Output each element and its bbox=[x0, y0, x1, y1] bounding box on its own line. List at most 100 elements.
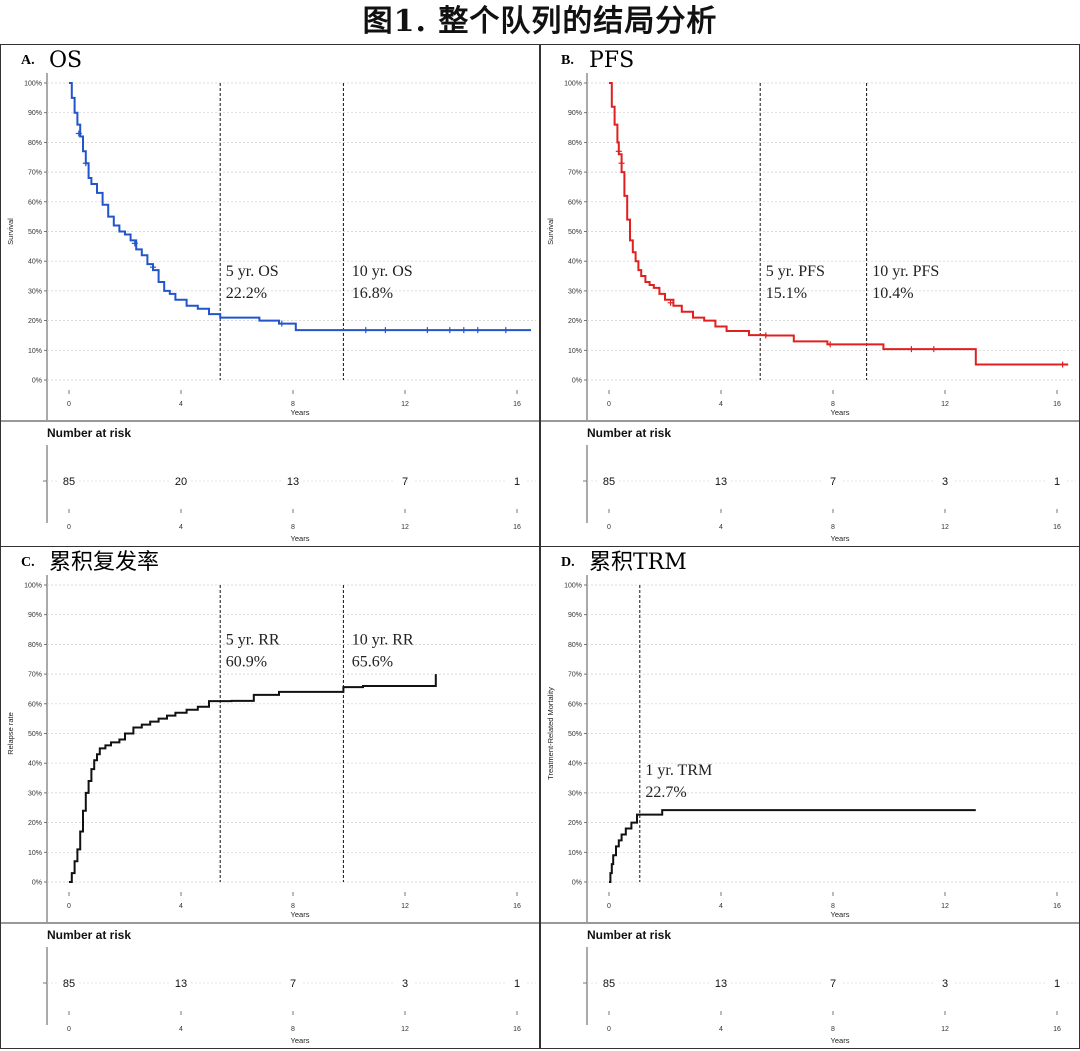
risk-count: 13 bbox=[287, 476, 299, 488]
annotation-text: 16.8% bbox=[352, 285, 393, 302]
y-tick-label: 30% bbox=[568, 790, 582, 797]
risk-label-bg bbox=[171, 974, 191, 988]
y-tick-label: 100% bbox=[564, 583, 582, 590]
annotation-text: 15.1% bbox=[766, 285, 807, 302]
risk-x-tick-label: 0 bbox=[607, 1026, 611, 1033]
x-tick-label: 0 bbox=[67, 401, 71, 408]
risk-label-bg bbox=[599, 472, 619, 486]
annotation-text: 10 yr. RR bbox=[352, 631, 414, 648]
risk-count: 85 bbox=[63, 476, 75, 488]
survival-curve-c bbox=[69, 674, 437, 883]
risk-label-bg bbox=[711, 974, 731, 988]
risk-count: 3 bbox=[402, 978, 408, 990]
risk-count: 1 bbox=[514, 476, 520, 488]
y-tick-label: 90% bbox=[568, 110, 582, 117]
annotation-text: 22.2% bbox=[226, 285, 267, 302]
risk-x-axis-label: Years bbox=[291, 1036, 310, 1045]
annotation-text: 10 yr. PFS bbox=[872, 263, 939, 280]
y-tick-label: 30% bbox=[28, 790, 42, 797]
risk-label-bg bbox=[507, 974, 527, 988]
y-tick-label: 100% bbox=[24, 81, 42, 88]
risk-count: 7 bbox=[402, 476, 408, 488]
chart-svg-d: D. 累积TRM 0% 10% 20% 30% 40% 50% 60% 70% 80% 90% 100%… bbox=[541, 550, 1079, 1045]
annotation-text: 5 yr. PFS bbox=[766, 263, 825, 280]
panel-title: 累积复发率 bbox=[49, 550, 159, 575]
y-tick-label: 30% bbox=[28, 288, 42, 295]
annotation-text: 10 yr. OS bbox=[352, 263, 413, 280]
y-tick-label: 80% bbox=[568, 140, 582, 147]
x-tick-label: 8 bbox=[831, 401, 835, 408]
risk-count: 1 bbox=[1054, 476, 1060, 488]
y-tick-label: 70% bbox=[568, 170, 582, 177]
risk-x-tick-label: 12 bbox=[401, 524, 409, 531]
risk-count: 7 bbox=[830, 978, 836, 990]
panel-os: A. OS 0% 10% 20% 30% 40% 50% 60% 70% 80% 90% 100% Sur… bbox=[0, 44, 540, 547]
risk-x-tick-label: 16 bbox=[513, 524, 521, 531]
y-tick-label: 40% bbox=[28, 761, 42, 768]
risk-count: 1 bbox=[514, 978, 520, 990]
panel-relapse-rate: C. 累积复发率 0% 10% 20% 30% 40% 50% 60% 70% 80% 90% 100%… bbox=[0, 546, 540, 1049]
risk-count: 7 bbox=[830, 476, 836, 488]
y-tick-label: 60% bbox=[568, 701, 582, 708]
y-tick-label: 60% bbox=[568, 199, 582, 206]
risk-table-title: Number at risk bbox=[587, 928, 671, 942]
risk-x-tick-label: 8 bbox=[291, 524, 295, 531]
y-tick-label: 40% bbox=[28, 259, 42, 266]
risk-x-tick-label: 16 bbox=[1053, 1026, 1061, 1033]
risk-count: 7 bbox=[290, 978, 296, 990]
x-tick-label: 4 bbox=[719, 401, 723, 408]
risk-x-axis-label: Years bbox=[831, 534, 850, 543]
risk-x-tick-label: 16 bbox=[1053, 524, 1061, 531]
risk-label-bg bbox=[935, 472, 955, 486]
y-tick-label: 80% bbox=[28, 642, 42, 649]
survival-curve-b bbox=[609, 82, 1069, 366]
panel-label: A. bbox=[21, 53, 35, 68]
risk-count: 20 bbox=[175, 476, 187, 488]
y-axis-label: Survival bbox=[6, 218, 15, 245]
y-tick-label: 80% bbox=[568, 642, 582, 649]
y-tick-label: 90% bbox=[568, 612, 582, 619]
panel-label: C. bbox=[21, 555, 35, 570]
x-tick-label: 12 bbox=[941, 903, 949, 910]
x-tick-label: 16 bbox=[513, 401, 521, 408]
y-tick-label: 40% bbox=[568, 259, 582, 266]
risk-x-tick-label: 8 bbox=[831, 524, 835, 531]
x-tick-label: 16 bbox=[1053, 903, 1061, 910]
risk-x-tick-label: 12 bbox=[941, 1026, 949, 1033]
panel-title: 累积TRM bbox=[589, 550, 687, 575]
risk-label-bg bbox=[935, 974, 955, 988]
risk-label-bg bbox=[395, 974, 415, 988]
panel-label: D. bbox=[561, 555, 575, 570]
x-axis-label: Years bbox=[831, 408, 850, 417]
annotation-text: 10.4% bbox=[872, 285, 913, 302]
x-tick-label: 8 bbox=[291, 401, 295, 408]
risk-label-bg bbox=[823, 974, 843, 988]
y-tick-label: 90% bbox=[28, 110, 42, 117]
chart-svg-a: A. OS 0% 10% 20% 30% 40% 50% 60% 70% 80% 90% 100% Sur… bbox=[1, 48, 539, 543]
y-tick-label: 50% bbox=[568, 229, 582, 236]
x-tick-label: 16 bbox=[513, 903, 521, 910]
y-tick-label: 10% bbox=[568, 850, 582, 857]
risk-count: 3 bbox=[942, 978, 948, 990]
annotation-text: 5 yr. RR bbox=[226, 631, 280, 648]
survival-curve-d bbox=[609, 809, 976, 883]
panel-label: B. bbox=[561, 53, 574, 68]
panel-trm: D. 累积TRM 0% 10% 20% 30% 40% 50% 60% 70% 80% 90% 100%… bbox=[540, 546, 1080, 1049]
x-tick-label: 12 bbox=[401, 903, 409, 910]
y-tick-label: 70% bbox=[28, 170, 42, 177]
risk-label-bg bbox=[283, 974, 303, 988]
y-tick-label: 10% bbox=[568, 348, 582, 355]
annotation-text: 65.6% bbox=[352, 653, 393, 670]
risk-x-tick-label: 8 bbox=[291, 1026, 295, 1033]
x-tick-label: 4 bbox=[179, 903, 183, 910]
y-tick-label: 60% bbox=[28, 199, 42, 206]
y-tick-label: 20% bbox=[568, 820, 582, 827]
annotation-text: 5 yr. OS bbox=[226, 263, 279, 280]
risk-count: 85 bbox=[603, 476, 615, 488]
x-axis-label: Years bbox=[291, 910, 310, 919]
annotation-text: 60.9% bbox=[226, 653, 267, 670]
y-tick-label: 80% bbox=[28, 140, 42, 147]
y-tick-label: 20% bbox=[568, 318, 582, 325]
x-tick-label: 4 bbox=[179, 401, 183, 408]
y-tick-label: 30% bbox=[568, 288, 582, 295]
